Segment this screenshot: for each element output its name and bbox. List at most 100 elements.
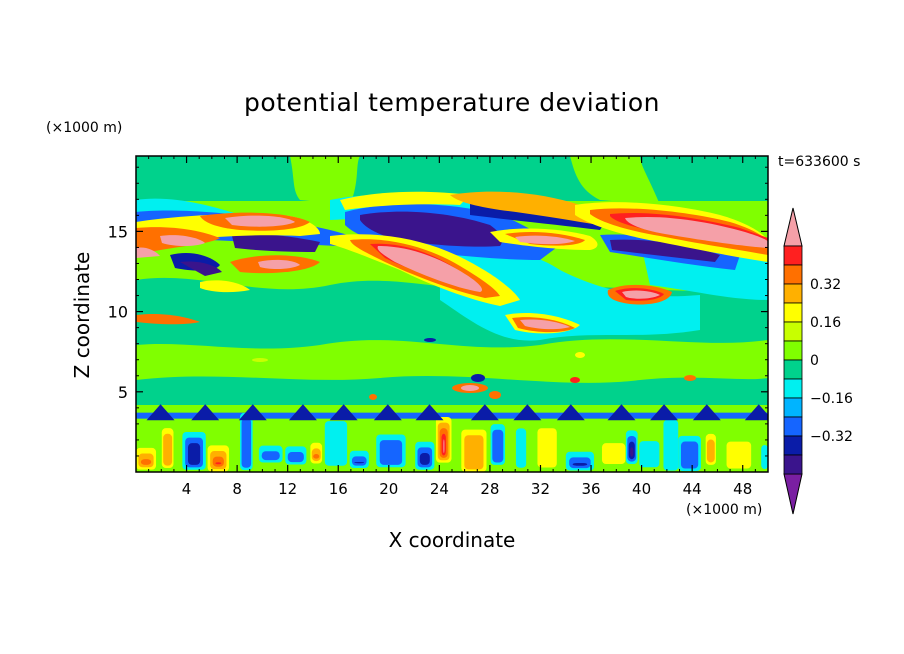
bl-cold-column	[351, 456, 367, 466]
colorbar-top-arrow	[783, 207, 803, 247]
pink-warm-diagonal	[377, 246, 483, 292]
bl-cold-column	[515, 428, 527, 468]
cell	[424, 338, 436, 342]
colorbar-swatch	[783, 454, 803, 475]
pink-warm-far-left	[136, 247, 160, 258]
x-tick-label: 48	[733, 480, 752, 498]
bl-cold-column	[241, 418, 252, 468]
bl-cold-column	[354, 461, 365, 464]
bl-warm-column	[163, 433, 173, 466]
green-dome-right	[570, 156, 660, 205]
bl-cold-wedge	[744, 404, 768, 421]
bl-warm-column	[464, 435, 484, 470]
x-tick-label: 44	[683, 480, 702, 498]
x-tick-label: 28	[480, 480, 499, 498]
y-unit-label: (×1000 m)	[46, 120, 123, 136]
bl-cold-column	[572, 462, 588, 466]
x-tick-label: 12	[278, 480, 297, 498]
bl-cold-column	[663, 419, 679, 471]
bl-inversion	[136, 412, 768, 419]
bl-cold-column	[569, 457, 591, 469]
x-unit-label: (×1000 m)	[686, 502, 763, 518]
bl-cold-wedge	[238, 404, 267, 421]
bl-warm-column	[212, 456, 224, 467]
x-axis-label: X coordinate	[388, 528, 516, 552]
x-tick-label: 20	[379, 480, 398, 498]
y-tick-label: 5	[118, 383, 128, 402]
bl-cold-wedge	[288, 404, 317, 421]
cell	[471, 374, 485, 382]
darkblue-right-band	[610, 239, 720, 262]
pink-warm-right	[625, 216, 768, 248]
colorbar-swatch	[783, 378, 803, 399]
y-tick-label: 10	[108, 303, 128, 322]
x-tick-label: 8	[232, 480, 242, 498]
yellow-warm-mid-left	[200, 280, 250, 293]
colorbar-swatch	[783, 283, 803, 304]
bl-warm-column	[140, 459, 152, 465]
colorbar-swatch	[783, 435, 803, 456]
bl-warm-column	[706, 439, 715, 463]
yellow-warm-top-center	[340, 191, 470, 210]
colorbar-swatch	[783, 416, 803, 437]
x-tick-label: 40	[632, 480, 651, 498]
scattered-cells	[252, 338, 696, 400]
cell	[489, 391, 501, 399]
bl-cold-wedge	[513, 404, 542, 421]
bl-cold-wedge	[415, 404, 444, 421]
pink-warm-center-low	[520, 319, 570, 330]
bl-warm-column	[215, 462, 222, 465]
bl-cold-column	[630, 447, 634, 457]
bl-warm-column	[537, 428, 557, 468]
colorbar-label: 0.16	[810, 315, 841, 331]
bl-cold-wedge	[607, 404, 636, 421]
blue-left-far	[180, 261, 222, 276]
cell	[252, 358, 268, 362]
x-tick-label: 36	[581, 480, 600, 498]
bl-cold-column	[680, 441, 699, 469]
pink-warm-upper-ridge	[225, 215, 295, 227]
colorbar-label: −0.16	[810, 391, 853, 407]
boundary-layer	[136, 404, 768, 472]
bl-cold-wedge	[329, 404, 358, 421]
plot-area	[136, 156, 768, 472]
cyan-zone-center	[440, 247, 700, 341]
orange-warm-left-mid	[136, 313, 200, 325]
colorbar-swatch	[783, 302, 803, 323]
darkblue-upper-left	[232, 234, 320, 252]
cell	[369, 394, 377, 400]
colorbar-label: 0.32	[810, 277, 841, 293]
bl-warm-column	[601, 443, 626, 465]
cell	[461, 385, 479, 391]
bl-cold-column	[287, 451, 304, 463]
bl-cold-wedge	[650, 404, 679, 421]
bl-cold-column	[419, 452, 430, 465]
time-label: t=633600 s	[778, 154, 861, 170]
bl-cold-wedge	[191, 404, 220, 421]
bl-cold-column	[492, 429, 504, 463]
colorbar-swatch	[783, 321, 803, 342]
pink-warm-mid-left	[258, 259, 300, 270]
bl-warm-column	[313, 454, 320, 459]
warm-upper-layer	[136, 191, 768, 334]
colorbar-swatch	[783, 397, 803, 418]
cell	[575, 352, 585, 358]
bl-cold-column	[639, 441, 660, 468]
colorbar-label: −0.32	[810, 429, 853, 445]
cell	[570, 377, 580, 383]
bl-warm-column	[443, 439, 445, 454]
colorbar-swatch	[783, 359, 803, 380]
y-axis-ticks: 5 10 15	[108, 166, 768, 457]
colorbar-bottom-arrow	[783, 473, 803, 515]
chart-title: potential temperature deviation	[244, 88, 660, 117]
bl-warm-column	[726, 441, 752, 469]
x-tick-label: 32	[531, 480, 550, 498]
x-tick-label: 4	[182, 480, 192, 498]
colorbar-swatch	[783, 264, 803, 285]
colorbar-swatch	[783, 245, 803, 266]
bl-cold-wedge	[692, 404, 721, 421]
colorbar: 0.32 0.16 0 −0.16 −0.32	[783, 207, 853, 515]
bl-cold-wedge	[373, 404, 402, 421]
pink-warm-right-blob	[622, 290, 660, 299]
bl-cold-column	[261, 451, 280, 461]
